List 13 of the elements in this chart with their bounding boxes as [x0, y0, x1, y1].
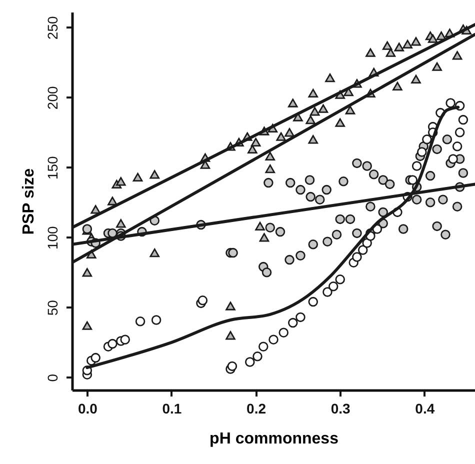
x-tick-label: 0.0: [78, 400, 98, 416]
y-tick-label: 0: [44, 374, 60, 382]
y-tick-label: 100: [44, 226, 60, 250]
x-tick-label: 0.2: [246, 400, 266, 416]
y-tick-label: 250: [44, 16, 60, 40]
y-axis-title: PSP size: [20, 168, 38, 235]
x-axis-title: pH commonness: [210, 430, 339, 448]
x-tick-label: 0.4: [415, 400, 435, 416]
x-tick-label: 0.1: [162, 400, 182, 416]
x-tick-label: 0.3: [330, 400, 351, 416]
y-tick-label: 150: [44, 156, 60, 180]
y-tick-label: 200: [44, 86, 60, 110]
y-tick-label: 50: [44, 300, 60, 316]
